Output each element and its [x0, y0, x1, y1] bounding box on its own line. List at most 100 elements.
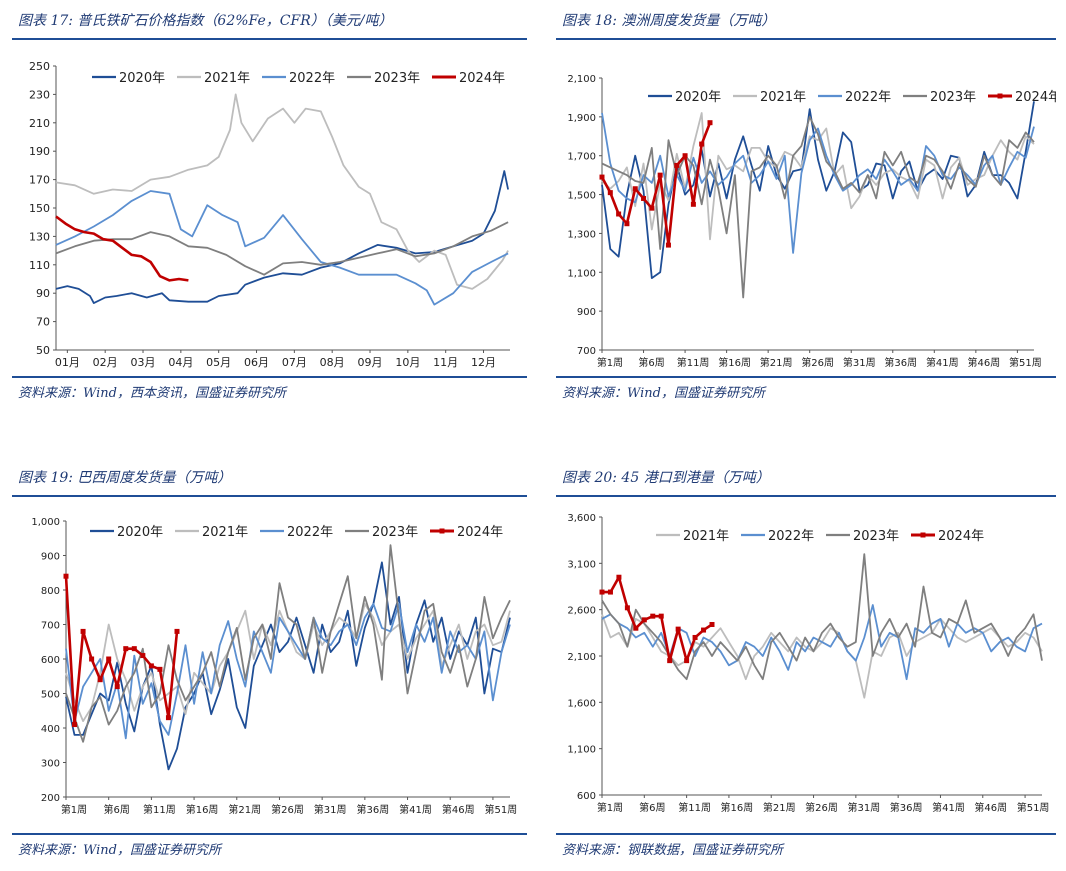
legend-item-2024: 2024年	[432, 71, 505, 86]
x-tick-label: 第6周	[104, 803, 130, 816]
x-tick-label: 第46周	[967, 356, 1000, 369]
legend-label: 2022年	[768, 529, 814, 544]
y-tick-label: 400	[41, 724, 60, 735]
y-tick-label: 150	[29, 202, 50, 215]
series-line-2023	[55, 221, 509, 276]
x-tick-label: 第26周	[271, 803, 304, 816]
legend-label: 2021年	[204, 71, 250, 86]
x-tick-label: 07月	[282, 356, 307, 369]
series-line-2024	[602, 575, 713, 662]
y-tick-label: 3,600	[567, 513, 596, 524]
legend-label: 2023年	[372, 525, 418, 540]
series-marker-2024	[632, 186, 638, 192]
series-line-2023	[601, 553, 1043, 681]
x-tick-label: 第31周	[847, 801, 880, 814]
legend-item-2024: 2024年	[911, 529, 984, 544]
legend-marker	[439, 528, 445, 534]
x-tick-label: 第21周	[760, 356, 793, 369]
source-rule	[12, 376, 527, 378]
series-marker-2024	[607, 589, 613, 595]
y-tick-label: 700	[41, 621, 60, 632]
series-marker-2024	[692, 634, 698, 640]
series-marker-2024	[650, 613, 656, 619]
series-marker-2024	[649, 205, 655, 211]
x-tick-label: 第36周	[356, 803, 389, 816]
chart-plot: 50 70 90 110 130 150 170 190 210 230 250 01月 02月 03月 0…	[29, 60, 510, 369]
x-tick-label: 第31周	[314, 803, 347, 816]
legend-label: 2021年	[760, 90, 806, 105]
x-tick-label: 第1周	[597, 356, 623, 369]
y-tick-label: 110	[29, 259, 50, 272]
y-tick-label: 1,100	[567, 745, 596, 756]
y-tick-label: 300	[41, 759, 60, 770]
series-marker-2024	[72, 722, 78, 728]
x-tick-label: 12月	[471, 356, 496, 369]
y-tick-label: 130	[29, 230, 50, 243]
chart-title: 图表 19: 巴西周度发货量（万吨）	[18, 470, 232, 486]
chart-source: 资料来源：Wind，西本资讯，国盛证券研究所	[18, 386, 286, 401]
chart-panel-port-arrivals: 图表 20: 45 港口到港量（万吨） 600 1,100 1,600 2,100 2,…	[556, 467, 1056, 867]
legend-label: 2024年	[938, 529, 984, 544]
series-marker-2024	[89, 656, 95, 662]
legend-item-2022: 2022年	[741, 529, 814, 544]
x-tick-label: 第36周	[890, 801, 923, 814]
title-rule	[556, 495, 1056, 497]
x-tick-label: 11月	[433, 356, 458, 369]
title-rule	[556, 38, 1056, 40]
title-rule	[12, 495, 527, 497]
series-line-2022	[55, 190, 509, 306]
y-tick-label: 170	[29, 174, 50, 187]
series-marker-2024	[174, 628, 180, 634]
x-tick-label: 第1周	[61, 803, 87, 816]
legend-label: 2022年	[289, 71, 335, 86]
series-line-2023	[65, 544, 511, 743]
legend-item-2022: 2022年	[262, 71, 335, 86]
chart-panel-brazil-shipments: 图表 19: 巴西周度发货量（万吨） 200 300 400 500 600 700 800…	[12, 467, 527, 867]
chart-source: 资料来源：Wind，国盛证券研究所	[18, 843, 221, 858]
series-marker-2024	[114, 684, 120, 690]
title-rule	[12, 38, 527, 40]
legend-item-2020: 2020年	[648, 90, 721, 105]
source-rule	[556, 833, 1056, 835]
x-tick-label: 第21周	[228, 803, 261, 816]
y-tick-label: 600	[577, 791, 596, 802]
legend-item-2020: 2020年	[92, 71, 165, 86]
legend-marker	[997, 93, 1003, 99]
x-tick-label: 第16周	[721, 801, 754, 814]
x-tick-label: 第31周	[843, 356, 876, 369]
chart-source: 资料来源：Wind，国盛证券研究所	[562, 386, 765, 401]
y-tick-label: 230	[29, 88, 50, 101]
chart-title: 图表 17: 普氏铁矿石价格指数（62%Fe，CFR）（美元/吨）	[18, 13, 393, 29]
y-tick-label: 1,500	[567, 191, 596, 202]
series-marker-2024	[123, 646, 129, 652]
x-tick-label: 第36周	[884, 356, 917, 369]
y-tick-label: 1,300	[567, 229, 596, 240]
legend-item-2021: 2021年	[177, 71, 250, 86]
legend-item-2021: 2021年	[656, 529, 729, 544]
series-marker-2024	[148, 663, 154, 669]
x-tick-label: 09月	[358, 356, 383, 369]
legend-label: 2023年	[374, 71, 420, 86]
y-tick-label: 3,100	[567, 559, 596, 570]
y-tick-label: 50	[36, 344, 50, 357]
series-marker-2024	[665, 242, 671, 248]
x-tick-label: 08月	[320, 356, 345, 369]
y-tick-label: 1,100	[567, 268, 596, 279]
legend-label: 2020年	[117, 525, 163, 540]
legend-label: 2021年	[202, 525, 248, 540]
series-marker-2024	[63, 573, 69, 579]
series-marker-2024	[80, 628, 86, 634]
legend-item-2022: 2022年	[260, 525, 333, 540]
series-marker-2024	[624, 605, 630, 611]
series-marker-2024	[599, 589, 605, 595]
legend-item-2021: 2021年	[175, 525, 248, 540]
x-tick-label: 第51周	[485, 803, 518, 816]
legend-item-2020: 2020年	[90, 525, 163, 540]
source-rule	[556, 376, 1056, 378]
y-tick-label: 210	[29, 117, 50, 130]
x-tick-label: 第46周	[442, 803, 475, 816]
legend-label: 2020年	[119, 71, 165, 86]
series-marker-2024	[682, 153, 688, 159]
series-marker-2024	[658, 613, 664, 619]
y-tick-label: 1,000	[31, 517, 60, 528]
